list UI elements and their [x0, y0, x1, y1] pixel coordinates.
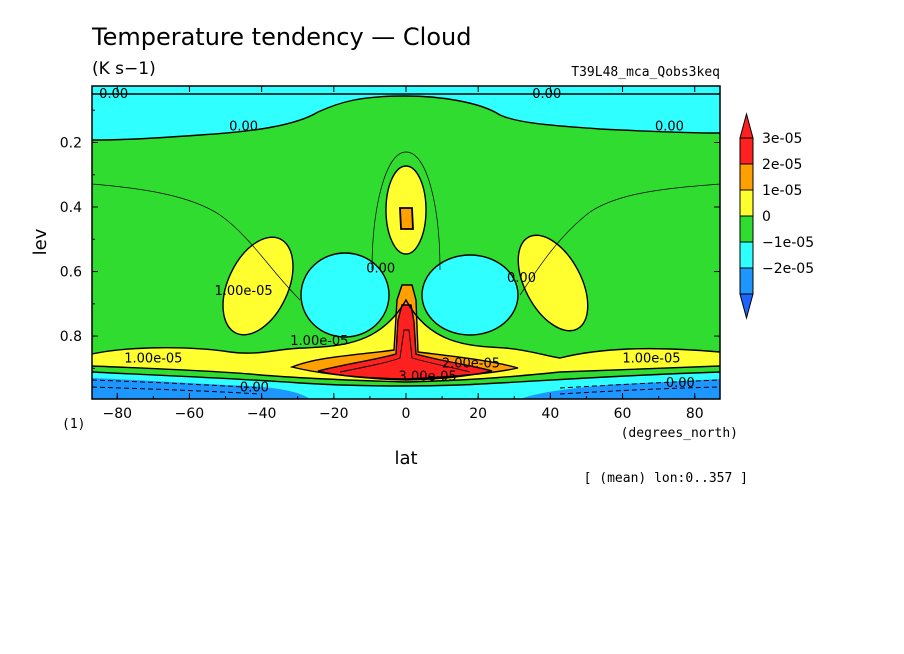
contour-label: 3.00e-05: [399, 369, 457, 384]
contour-label: 1.00e-05: [214, 284, 272, 299]
contour-pos-upper-right: [517, 234, 589, 332]
fill-neg2-bottom-right: [520, 379, 720, 399]
fill-neg-lobe-left: [301, 253, 389, 337]
contour-pos-surface: [92, 298, 720, 359]
contour-label: 0.00: [229, 119, 258, 134]
colorbar-swatch: [739, 163, 754, 191]
fill-pos-upper-left: [223, 237, 293, 335]
contour-label: 0.00: [99, 87, 128, 102]
contour-thin-left: [92, 183, 301, 301]
contour-neg-dashed-1: [92, 379, 261, 389]
contour-neg-lobe-right: [421, 254, 519, 336]
colorbar-swatch: [739, 241, 754, 269]
contour-label: 0.00: [366, 261, 395, 276]
contour-zero-bottom: [92, 371, 720, 387]
colorbar-label: 2e-05: [762, 157, 802, 173]
contour-pos-surface-lower: [92, 365, 720, 383]
colorbar-label: −2e-05: [762, 261, 814, 277]
colorbar-label: −1e-05: [762, 235, 814, 251]
contour-pos2-tropical-upper: [399, 207, 414, 230]
contour-label: 0.00: [655, 119, 684, 134]
fill-neg-lobe-right: [422, 255, 518, 335]
y-tick-label: 0.2: [60, 135, 82, 151]
colorbar-label: 1e-05: [762, 183, 802, 199]
y-tick-label: 0.4: [60, 200, 82, 216]
x-tick-label: −60: [175, 406, 205, 422]
x-tick-label: 0: [402, 406, 411, 422]
experiment-label: T39L48_mca_Qobs3keq: [571, 65, 720, 80]
y-tick-label: 0.8: [60, 329, 82, 345]
y-tick-label: 0.6: [60, 265, 82, 281]
fill-pos3-surface: [318, 305, 492, 380]
contour-pos-upper-left: [222, 236, 294, 336]
contour-label: 1.00e-05: [622, 352, 680, 367]
contour-label: 0.00: [240, 381, 269, 396]
fill-pos2-tropical-upper: [400, 208, 413, 229]
x-tick-label: −40: [247, 406, 277, 422]
colorbar-swatch: [739, 267, 754, 295]
colorbar-label: 0: [762, 209, 771, 225]
contour-label: 0.00: [532, 87, 561, 102]
x-axis-label: lat: [394, 448, 417, 469]
y-axis-ticks: 0.2 0.4 0.6 0.8: [60, 109, 720, 369]
x-tick-label: 60: [614, 406, 632, 422]
contour-field: [92, 86, 720, 399]
contour-pos-tropical-upper: [385, 165, 427, 255]
contour-thin-right: [519, 183, 720, 296]
chart-title: Temperature tendency — Cloud: [91, 23, 471, 51]
x-axis-units: (degrees_north): [621, 426, 738, 441]
contour-neg-dashed-2: [92, 386, 261, 395]
colorbar-swatch: [739, 137, 754, 165]
contour-pos3-surface: [317, 304, 493, 381]
y-axis-label: lev: [30, 228, 51, 255]
contour-label: 2.00e-05: [442, 357, 500, 372]
x-tick-label: −80: [102, 406, 132, 422]
contour-neg-dashed-3: [559, 379, 720, 389]
contour-thin-center: [371, 151, 441, 271]
contour-inner-1: [339, 329, 471, 373]
footer-label: [ (mean) lon:0..357 ]: [584, 471, 748, 486]
contour-pos2-surface: [289, 284, 519, 380]
colorbar-swatch: [739, 215, 754, 243]
colorbar-swatch: [739, 189, 754, 217]
fill-neg-top: [92, 86, 720, 140]
contour-neg-lobe-left: [300, 252, 390, 338]
x-tick-label: 80: [686, 406, 704, 422]
contour-neg-dashed-4: [559, 386, 720, 395]
x-tick-label: −20: [319, 406, 349, 422]
x-tick-label: 20: [469, 406, 487, 422]
x-axis-ticks: −80 −60 −40 −20 0 20 40 60 80: [102, 86, 704, 422]
y-axis-units: (1): [62, 417, 85, 432]
contour-zero-top: [92, 95, 720, 141]
contour-label: 0.00: [666, 376, 695, 391]
contour-label: 1.00e-05: [290, 334, 348, 349]
contour-label: 1.00e-05: [124, 352, 182, 367]
colorbar-label: 3e-05: [762, 131, 802, 147]
contour-labels: 0.00 0.00 0.00 0.00 1.00e-05 0.00 0.00 1.00e-05…: [99, 87, 695, 396]
x-tick-label: 40: [541, 406, 559, 422]
contour-label: 0.00: [507, 271, 536, 286]
contour-lines: [92, 93, 720, 395]
colorbar-under-triangle: [739, 293, 754, 320]
units-label: (K s−1): [92, 59, 156, 79]
colorbar: 3e-05 2e-05 1e-05 0 −1e-05 −2e-05: [739, 112, 814, 320]
colorbar-over-triangle: [739, 112, 754, 139]
